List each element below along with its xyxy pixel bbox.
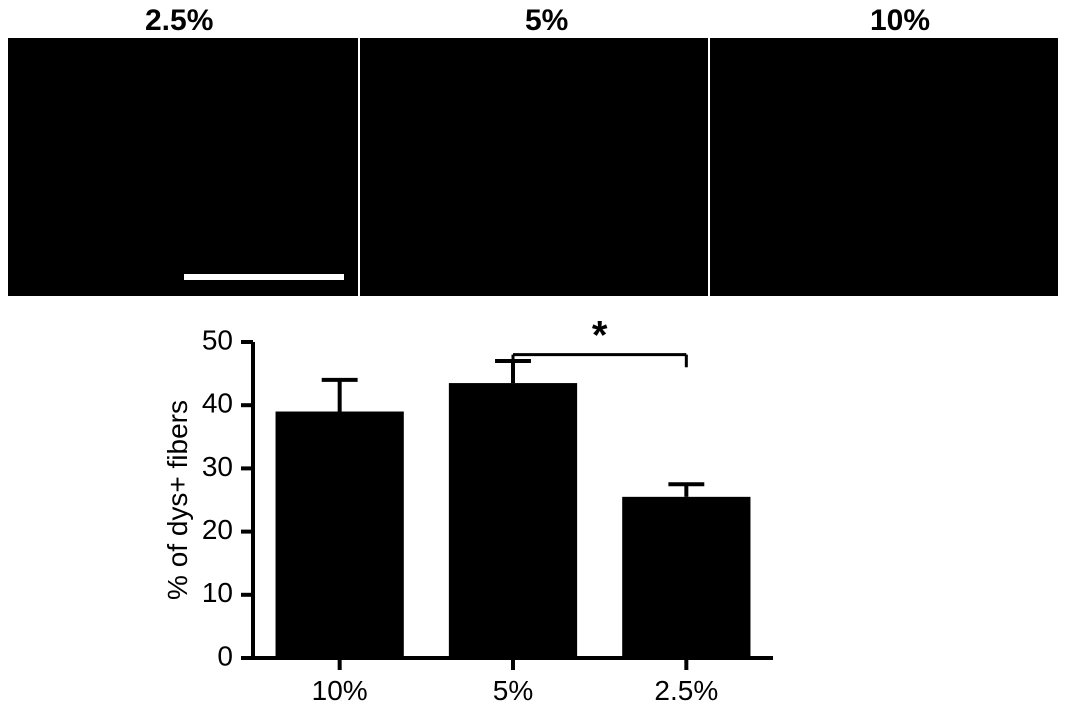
ytick-label: 50 bbox=[202, 324, 233, 355]
panel-label-1: 5% bbox=[525, 4, 568, 38]
bar-0 bbox=[276, 412, 404, 658]
ytick-label: 10 bbox=[202, 577, 233, 608]
panel-label-0: 2.5% bbox=[145, 4, 213, 38]
ytick-label: 30 bbox=[202, 451, 233, 482]
bar-chart-svg: 0 10 20 30 40 50 10% 5% 2.5% % of dys+ fibers * bbox=[165, 302, 805, 712]
panel-label-2: 10% bbox=[870, 4, 930, 38]
ytick-label: 40 bbox=[202, 388, 233, 419]
cat-label-0: 10% bbox=[312, 675, 368, 706]
image-panel-5 bbox=[358, 38, 708, 296]
ytick-label: 20 bbox=[202, 514, 233, 545]
ytick-label: 0 bbox=[217, 640, 233, 671]
sig-star: * bbox=[592, 314, 608, 358]
y-axis-label: % of dys+ fibers bbox=[165, 400, 193, 600]
bar-1 bbox=[449, 383, 577, 658]
cat-label-1: 5% bbox=[493, 675, 533, 706]
image-panel-2p5 bbox=[8, 38, 358, 296]
bar-chart: 0 10 20 30 40 50 10% 5% 2.5% % of dys+ fibers * bbox=[165, 302, 805, 712]
image-panel-10 bbox=[708, 38, 1058, 296]
scale-bar bbox=[184, 274, 344, 280]
image-panel-row bbox=[8, 38, 1058, 296]
bar-2 bbox=[622, 497, 750, 658]
cat-label-2: 2.5% bbox=[654, 675, 718, 706]
